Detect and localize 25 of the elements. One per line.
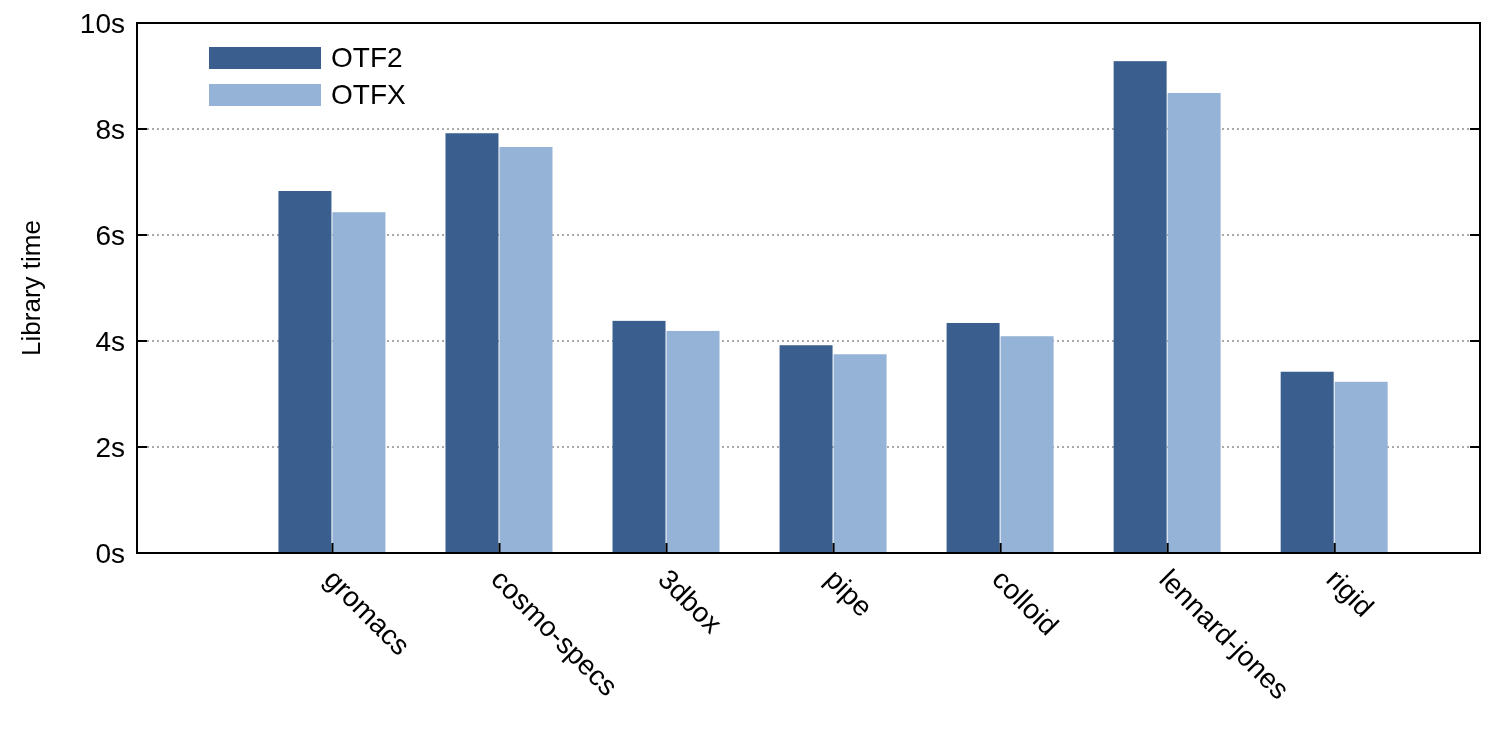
bar [499,147,553,553]
legend-label: OTFX [331,79,406,110]
bar [779,345,833,553]
y-tick-label: 8s [95,113,125,145]
x-tick-label: pipe [819,563,879,623]
y-tick-label: 0s [95,537,125,569]
bar [1280,371,1334,553]
bar [666,330,720,553]
bar [612,320,666,553]
x-tick-label: rigid [1320,563,1380,623]
y-tick-label: 10s [79,7,125,39]
bar [1167,92,1221,553]
bar [946,322,1000,553]
bar [1334,381,1388,553]
y-tick-label: 4s [95,325,125,357]
bar [278,191,332,553]
legend-label: OTF2 [331,42,403,73]
y-tick-label: 6s [95,219,125,251]
y-tick-label: 2s [95,431,125,463]
bar [1000,336,1054,553]
bar [1113,61,1167,553]
bar [332,212,386,553]
y-axis-title: Library time [16,220,46,356]
bar [833,354,887,553]
bar [445,133,499,553]
